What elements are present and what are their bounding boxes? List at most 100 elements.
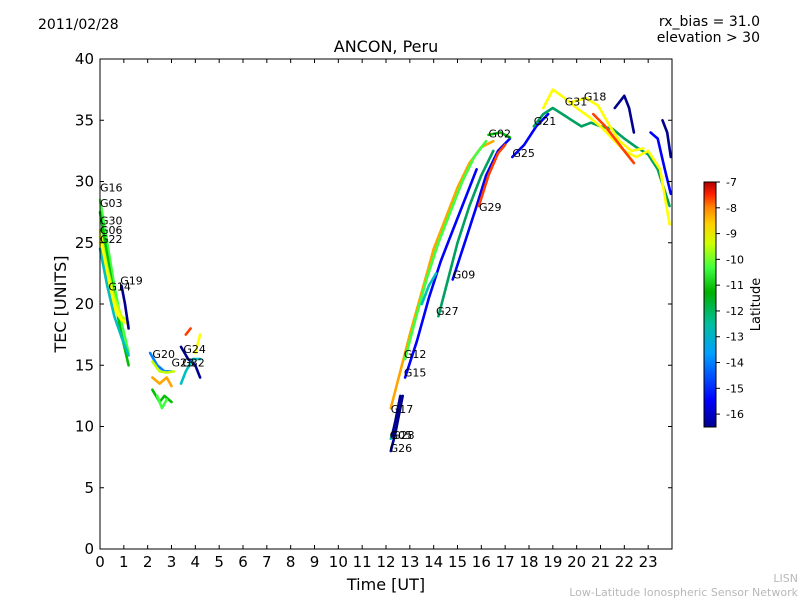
satellite-label-g17: G17 (391, 403, 414, 416)
series-line-g09 (451, 137, 512, 281)
y-tick-label: 5 (84, 479, 94, 497)
series-line-g28b (661, 119, 673, 159)
y-tick-label: 20 (75, 295, 94, 313)
series-line-g28 (390, 394, 402, 438)
rx-bias-label: rx_bias = 31.0 (658, 14, 760, 30)
elevation-label: elevation > 30 (656, 30, 760, 46)
y-tick-label: 35 (75, 111, 94, 129)
series-line-g32 (179, 357, 202, 385)
x-tick-label: 10 (329, 553, 348, 571)
series-line-g15 (403, 168, 478, 379)
colorbar-tick-label: -16 (726, 408, 744, 421)
y-tick-label: 15 (75, 356, 94, 374)
colorbar-tick-label: -9 (726, 228, 737, 241)
colorbar-tick-label: -11 (726, 279, 744, 292)
y-axis-label: TEC [UNITS] (51, 256, 70, 354)
x-tick-label: 18 (519, 553, 538, 571)
satellite-label-g24: G24 (183, 343, 206, 356)
x-tick-label: 1 (119, 553, 129, 571)
satellite-label-g22: G22 (100, 233, 123, 246)
x-tick-label: 6 (238, 553, 248, 571)
x-tick-label: 16 (472, 553, 491, 571)
series-line-g16 (98, 198, 130, 355)
colorbar-label: Latitude (749, 278, 764, 332)
x-tick-label: 23 (639, 553, 658, 571)
satellite-label-g29: G29 (479, 201, 502, 214)
satellite-label-g02: G02 (488, 127, 511, 140)
satellite-label-g06: G06 (100, 224, 123, 237)
satellite-label-g28: G28 (392, 429, 415, 442)
series-line-g18 (570, 96, 645, 153)
x-tick-label: 19 (543, 553, 562, 571)
satellite-label-g12: G12 (404, 348, 427, 361)
colorbar-tick-label: -7 (726, 176, 737, 189)
satellite-label-g31: G31 (565, 96, 588, 109)
x-tick-label: 22 (615, 553, 634, 571)
satellite-label-g05: G05 (390, 429, 413, 442)
x-tick-label: 7 (262, 553, 272, 571)
x-tick-label: 12 (376, 553, 395, 571)
series-line-g19 (120, 284, 130, 330)
satellite-label-g23: G23 (172, 356, 195, 369)
satellite-label-g03: G03 (100, 197, 123, 210)
x-tick-label: 13 (400, 553, 419, 571)
series-line-g20c (151, 376, 173, 388)
series-line-g26 (389, 394, 404, 453)
x-tick-label: 20 (567, 553, 586, 571)
x-tick-label: 9 (310, 553, 320, 571)
footer: LISN Low-Latitude Ionospheric Sensor Net… (569, 572, 798, 600)
x-axis-label: Time [UT] (346, 575, 425, 594)
x-tick-label: 21 (591, 553, 610, 571)
series-line-g29 (477, 143, 507, 208)
footer-line2: Low-Latitude Ionospheric Sensor Network (569, 586, 798, 599)
x-tick-label: 15 (448, 553, 467, 571)
series-line-g23 (155, 394, 168, 410)
series-line-g14 (98, 247, 130, 357)
y-tick-label: 10 (75, 418, 94, 436)
colorbar-tick-label: -14 (726, 357, 744, 370)
plot-area (100, 59, 672, 549)
x-tick-label: 8 (286, 553, 296, 571)
y-tick-label: 40 (75, 50, 94, 68)
footer-line1: LISN (773, 572, 798, 585)
series-line-g22x (420, 272, 438, 306)
satellite-label-g14: G14 (108, 281, 131, 294)
date-label: 2011/02/28 (38, 17, 119, 33)
y-tick-label: 25 (75, 234, 94, 252)
series-line-g25b (649, 131, 673, 196)
colorbar-tick-label: -12 (726, 305, 744, 318)
x-tick-label: 5 (214, 553, 224, 571)
y-tick-label: 30 (75, 173, 94, 191)
colorbar-tick-label: -8 (726, 202, 737, 215)
x-tick-label: 0 (95, 553, 105, 571)
series-line-g20b (151, 360, 176, 374)
x-tick-label: 14 (424, 553, 443, 571)
plot-info: rx_bias = 31.0 elevation > 30 (657, 14, 760, 46)
colorbar-tick-label: -15 (726, 382, 744, 395)
x-tick-label: 4 (191, 553, 201, 571)
satellite-label-g15: G15 (404, 366, 427, 379)
y-tick-label: 0 (84, 540, 94, 558)
chart-title: ANCON, Peru (333, 37, 439, 56)
colorbar-tick-label: -10 (726, 253, 744, 266)
satellite-label-g09: G09 (453, 268, 476, 281)
series-line-g02 (487, 131, 512, 139)
satellite-label-g25: G25 (512, 147, 535, 160)
satellite-label-g18: G18 (584, 91, 607, 104)
x-tick-label: 17 (496, 553, 515, 571)
satellite-label-g27: G27 (436, 305, 459, 318)
colorbar-tick-label: -13 (726, 331, 744, 344)
satellite-label-g16: G16 (100, 181, 123, 194)
satellite-label-g21: G21 (534, 115, 557, 128)
satellite-label-g30: G30 (100, 214, 123, 227)
x-tick-label: 11 (353, 553, 372, 571)
series-line-g32b (194, 333, 202, 355)
series-line-g25 (510, 112, 550, 159)
series-line-g27 (437, 149, 495, 318)
series-line-g31 (542, 88, 671, 226)
x-tick-label: 3 (167, 553, 177, 571)
satellite-label-g19: G19 (120, 274, 143, 287)
series-line-g18b (592, 112, 636, 165)
x-tick-label: 2 (143, 553, 153, 571)
